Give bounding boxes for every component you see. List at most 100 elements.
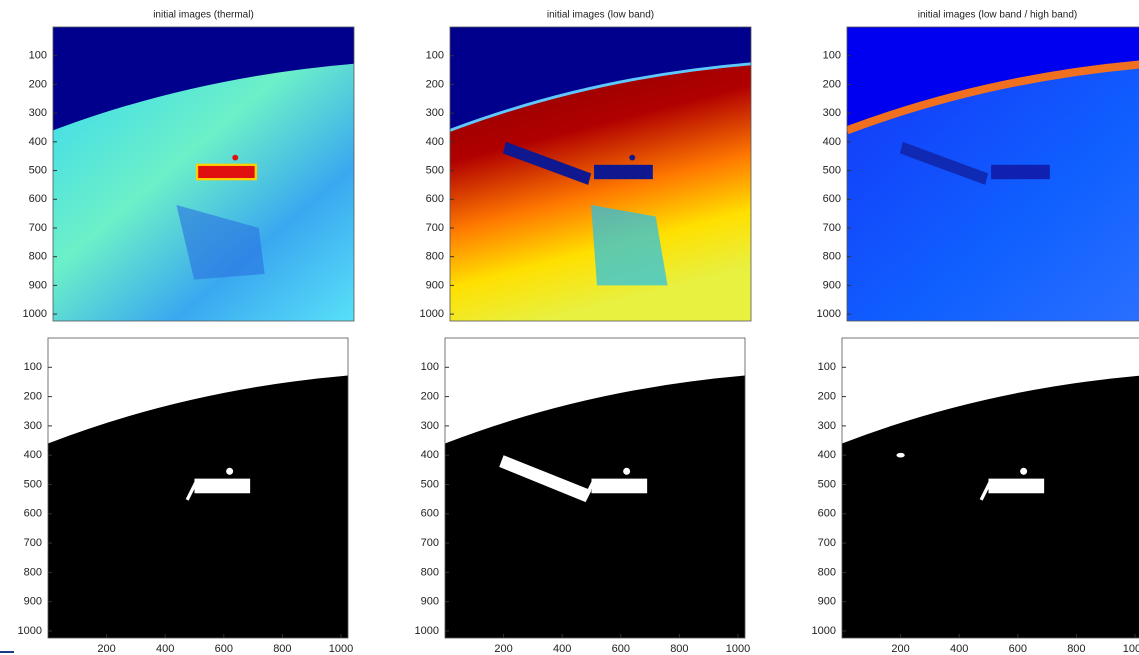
y-tick-label: 600 — [421, 508, 439, 520]
y-tick-label: 500 — [421, 478, 439, 490]
y-tick-label: 200 — [823, 78, 841, 90]
image — [847, 27, 1139, 321]
speck — [896, 453, 904, 458]
image-panel — [445, 338, 745, 638]
y-tick-label: 500 — [24, 478, 42, 490]
y-tick-label: 100 — [24, 361, 42, 373]
y-tick-label: 300 — [421, 420, 439, 432]
x-tick-label: 200 — [494, 643, 512, 655]
x-tick-label: 800 — [670, 643, 688, 655]
x-tick-label: 800 — [273, 643, 291, 655]
y-tick-label: 500 — [426, 164, 444, 176]
y-tick-label: 400 — [818, 449, 836, 461]
y-tick-label: 900 — [421, 596, 439, 608]
y-tick-label: 900 — [823, 279, 841, 291]
y-tick-label: 300 — [823, 107, 841, 119]
y-tick-label: 800 — [24, 566, 42, 578]
dot — [623, 468, 630, 475]
x-tick-label: 600 — [612, 643, 630, 655]
y-tick-label: 900 — [29, 279, 47, 291]
image — [48, 338, 348, 638]
y-tick-label: 100 — [818, 361, 836, 373]
y-tick-label: 300 — [29, 107, 47, 119]
y-tick-label: 900 — [426, 279, 444, 291]
y-tick-label: 700 — [421, 537, 439, 549]
y-tick-label: 1000 — [415, 625, 439, 637]
y-tick-label: 1000 — [18, 625, 42, 637]
y-tick-label: 400 — [24, 449, 42, 461]
y-tick-label: 600 — [24, 508, 42, 520]
y-tick-label: 800 — [29, 251, 47, 263]
y-tick-label: 500 — [29, 164, 47, 176]
dot — [226, 468, 233, 475]
y-tick-label: 300 — [24, 420, 42, 432]
image-panel — [48, 338, 348, 638]
y-tick-label: 700 — [818, 537, 836, 549]
y-tick-label: 100 — [421, 361, 439, 373]
x-tick-label: 1000 — [1123, 643, 1139, 655]
y-tick-label: 500 — [818, 478, 836, 490]
y-tick-label: 700 — [24, 537, 42, 549]
x-tick-label: 800 — [1067, 643, 1085, 655]
dot — [629, 155, 635, 161]
panel-title: initial images (thermal) — [153, 10, 254, 21]
x-tick-label: 400 — [950, 643, 968, 655]
hot-object — [197, 165, 256, 179]
image-panel — [847, 27, 1139, 321]
image — [53, 27, 354, 321]
image-panel — [53, 27, 354, 321]
y-tick-label: 800 — [818, 566, 836, 578]
image — [450, 27, 751, 321]
y-tick-label: 200 — [818, 391, 836, 403]
object — [194, 479, 250, 494]
y-tick-label: 900 — [818, 596, 836, 608]
y-tick-label: 100 — [426, 50, 444, 62]
x-tick-label: 400 — [553, 643, 571, 655]
y-tick-label: 700 — [29, 222, 47, 234]
y-tick-label: 600 — [29, 193, 47, 205]
y-tick-label: 1000 — [23, 308, 47, 320]
y-tick-label: 200 — [29, 78, 47, 90]
y-tick-label: 700 — [823, 222, 841, 234]
image-panel — [450, 27, 751, 321]
y-tick-label: 900 — [24, 596, 42, 608]
object — [988, 479, 1044, 494]
y-tick-label: 400 — [29, 136, 47, 148]
y-tick-label: 200 — [421, 391, 439, 403]
x-tick-label: 600 — [1009, 643, 1027, 655]
y-tick-label: 1000 — [817, 308, 841, 320]
object — [591, 479, 647, 494]
panel-title: initial images (low band) — [547, 10, 654, 21]
x-tick-label: 200 — [97, 643, 115, 655]
y-tick-label: 800 — [823, 251, 841, 263]
y-tick-label: 300 — [818, 420, 836, 432]
x-tick-label: 600 — [215, 643, 233, 655]
x-tick-label: 1000 — [329, 643, 353, 655]
y-tick-label: 400 — [426, 136, 444, 148]
image — [842, 338, 1139, 638]
y-tick-label: 500 — [823, 164, 841, 176]
y-tick-label: 400 — [823, 136, 841, 148]
y-tick-label: 200 — [24, 391, 42, 403]
y-tick-label: 1000 — [420, 308, 444, 320]
panel-title: initial images (low band / high band) — [918, 10, 1078, 21]
body — [594, 165, 653, 179]
y-tick-label: 600 — [818, 508, 836, 520]
image — [445, 338, 745, 638]
body — [991, 165, 1050, 179]
y-tick-label: 100 — [29, 50, 47, 62]
y-tick-label: 300 — [426, 107, 444, 119]
y-tick-label: 400 — [421, 449, 439, 461]
y-tick-label: 800 — [421, 566, 439, 578]
y-tick-label: 1000 — [812, 625, 836, 637]
figure: 100 200 300 400 500 600 700 800 900 1000 initial i… — [0, 0, 1139, 655]
dot — [1020, 468, 1027, 475]
y-tick-label: 100 — [823, 50, 841, 62]
y-tick-label: 800 — [426, 251, 444, 263]
hot-dot — [232, 155, 238, 161]
y-tick-label: 600 — [823, 193, 841, 205]
x-tick-label: 1000 — [726, 643, 750, 655]
y-tick-label: 200 — [426, 78, 444, 90]
image-panel — [842, 338, 1139, 638]
x-tick-label: 200 — [891, 643, 909, 655]
